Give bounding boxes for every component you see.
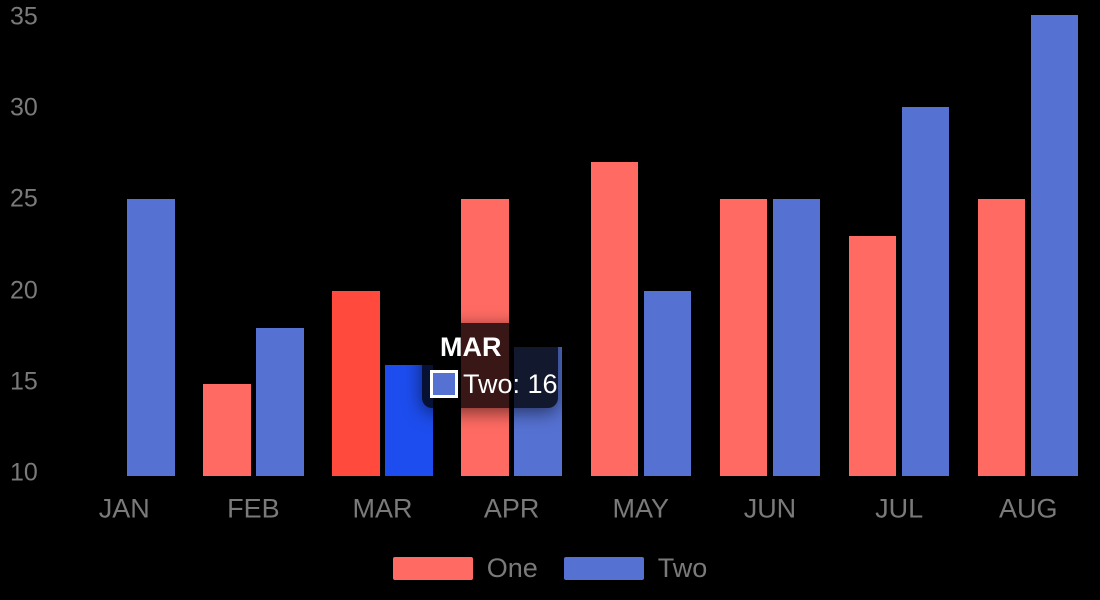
bar-two-jul[interactable] — [901, 106, 950, 476]
y-axis-tick-label: 35 — [10, 2, 38, 31]
x-axis-tick-label-jul: JUL — [875, 493, 924, 524]
tooltip-series-swatch — [430, 370, 458, 398]
bar-two-aug[interactable] — [1030, 14, 1079, 476]
y-axis-tick-label: 25 — [10, 184, 38, 213]
bar-two-jan[interactable] — [127, 199, 175, 476]
x-axis-tick-label-mar: MAR — [352, 493, 413, 524]
bar-two-may[interactable] — [643, 291, 692, 476]
legend-label: One — [486, 552, 538, 583]
bar-two-jun[interactable] — [772, 199, 821, 476]
y-axis-tick-label: 15 — [10, 367, 38, 396]
legend-swatch-two — [563, 556, 644, 580]
legend: One Two — [0, 552, 1100, 583]
bar-one-jun[interactable] — [719, 199, 768, 476]
x-axis-tick-label-jan: JAN — [98, 493, 150, 524]
x-axis-tick-label-apr: APR — [483, 493, 540, 524]
bar-one-may[interactable] — [590, 162, 639, 476]
y-axis-tick-label: 30 — [10, 93, 38, 122]
legend-item-two[interactable]: Two — [563, 552, 708, 583]
tooltip-title: MAR — [440, 332, 502, 362]
x-axis-tick-label-jun: JUN — [743, 493, 797, 524]
y-axis-tick-label: 10 — [10, 458, 38, 487]
legend-label: Two — [657, 552, 708, 583]
x-axis-tick-label-aug: AUG — [998, 493, 1058, 524]
bar-one-jul[interactable] — [848, 236, 897, 476]
y-axis-tick-label: 20 — [10, 276, 38, 304]
bar-one-feb[interactable] — [203, 383, 251, 476]
x-axis-tick-label-feb: FEB — [227, 493, 280, 524]
tooltip: MAR Two: 16 — [422, 323, 558, 408]
bar-one-aug[interactable] — [977, 199, 1026, 476]
bar-one-mar[interactable] — [332, 291, 380, 476]
x-axis-tick-label-may: MAY — [612, 493, 670, 524]
tooltip-entry: Two: 16 — [463, 368, 558, 399]
legend-swatch-one — [392, 556, 473, 580]
bar-two-feb[interactable] — [256, 328, 304, 476]
legend-item-one[interactable]: One — [392, 552, 538, 583]
tooltip-row: Two: 16 — [430, 370, 558, 398]
